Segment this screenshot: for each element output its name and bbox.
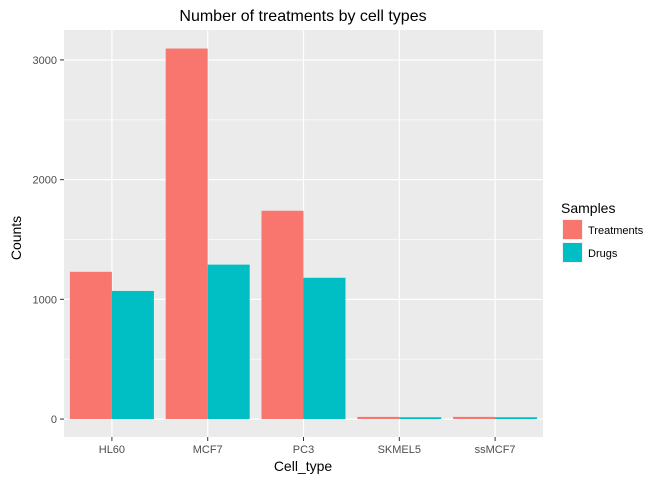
y-tick-label: 0: [51, 414, 57, 426]
x-axis: HL60 MCF7 PC3 SKMEL5 ssMCF7: [99, 437, 516, 456]
legend: Samples Treatments Drugs: [561, 200, 644, 263]
x-tick-label: MCF7: [193, 444, 223, 456]
legend-label: Treatments: [588, 225, 644, 237]
x-tick-label: ssMCF7: [475, 444, 516, 456]
y-tick-label: 2000: [33, 175, 57, 187]
x-tick-label: HL60: [99, 444, 125, 456]
y-tick-label: 3000: [33, 55, 57, 67]
y-axis: 0 1000 2000 3000: [33, 55, 64, 426]
bar-drugs-ssmcf7: [495, 417, 538, 420]
legend-swatch-drugs: [563, 243, 582, 262]
bar-drugs-skmel5: [399, 417, 442, 420]
bar-treatments-mcf7: [165, 48, 208, 420]
y-axis-label: Counts: [8, 216, 24, 260]
bars-group: [69, 48, 538, 420]
legend-title: Samples: [561, 200, 615, 216]
legend-swatch-treatments: [563, 220, 582, 239]
x-tick-label: PC3: [293, 444, 314, 456]
bar-treatments-hl60: [69, 271, 112, 420]
y-tick-label: 1000: [33, 294, 57, 306]
x-tick-label: SKMEL5: [378, 444, 421, 456]
bar-treatments-pc3: [261, 210, 304, 420]
x-axis-label: Cell_type: [274, 458, 333, 474]
legend-label: Drugs: [588, 248, 618, 260]
bar-drugs-pc3: [303, 277, 346, 420]
bar-treatments-skmel5: [357, 416, 400, 420]
bar-drugs-mcf7: [207, 264, 250, 420]
bar-treatments-ssmcf7: [453, 416, 496, 420]
bar-drugs-hl60: [111, 290, 154, 420]
chart-title: Number of treatments by cell types: [179, 8, 426, 25]
